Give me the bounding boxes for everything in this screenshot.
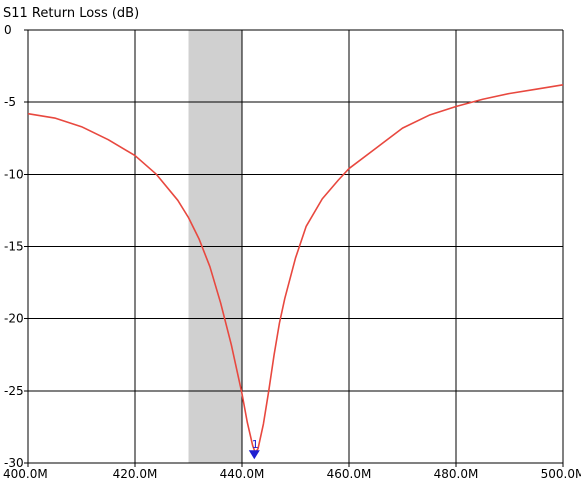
x-tick-label: 480.0M	[434, 467, 479, 481]
series-line	[27, 84, 564, 454]
marker-triangle	[248, 450, 260, 460]
marker-layer: 1	[248, 438, 260, 460]
series-layer	[27, 84, 564, 454]
y-tick-label: -25	[4, 384, 24, 398]
x-tick-label: 460.0M	[327, 467, 372, 481]
y-tick-label: -20	[4, 312, 24, 326]
y-tick-label: -5	[4, 95, 16, 109]
grid-layer	[27, 29, 564, 464]
y-tick-label: -15	[4, 240, 24, 254]
y-tick-label: -30	[4, 456, 24, 470]
x-tick-label: 400.0M	[3, 467, 48, 481]
x-tick-label: 420.0M	[113, 467, 158, 481]
y-tick-label: 0	[4, 23, 12, 37]
y-tick-label: -10	[4, 167, 24, 181]
axis-layer	[24, 29, 564, 467]
x-tick-label: 440.0M	[220, 467, 265, 481]
marker-label: 1	[252, 438, 259, 451]
x-tick-label: 500.0M	[541, 467, 581, 481]
chart-title: S11 Return Loss (dB)	[3, 6, 139, 21]
